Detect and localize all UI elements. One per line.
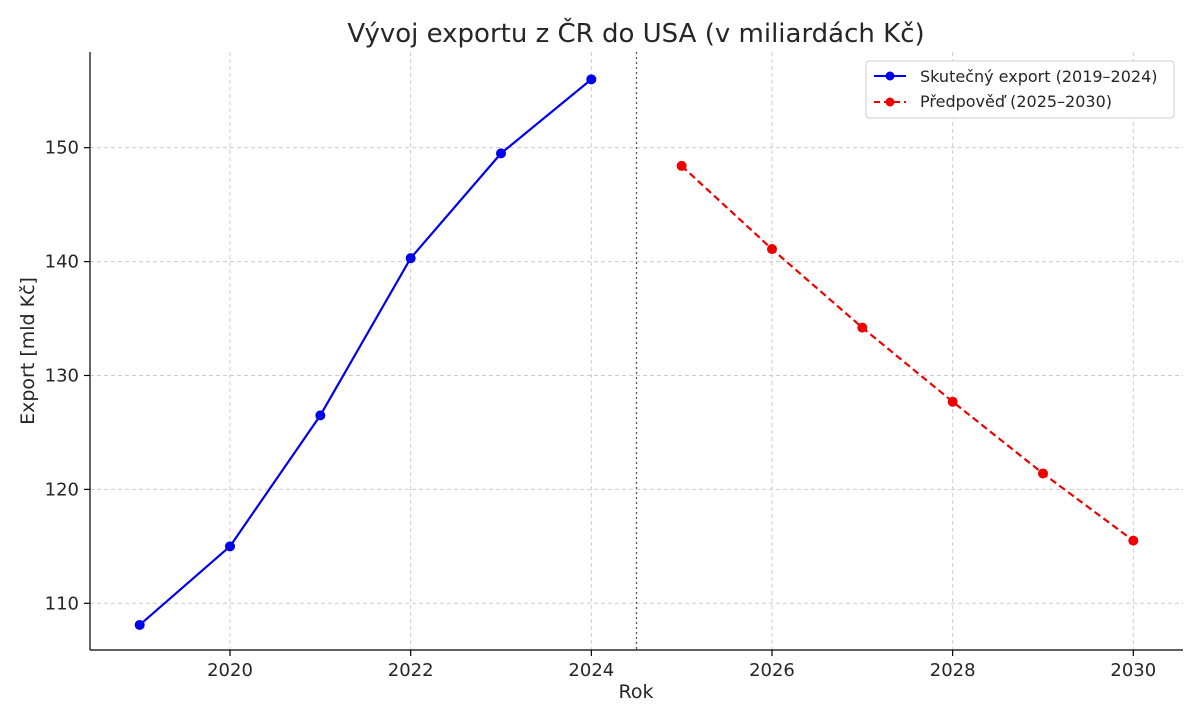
y-tick-label: 150 [45, 138, 79, 159]
data-point [315, 410, 326, 421]
series-1 [676, 160, 1139, 546]
series-line [680, 165, 1134, 542]
legend-label-actual: Skutečný export (2019–2024) [920, 67, 1158, 86]
series [134, 74, 1139, 630]
legend-marker-actual [885, 71, 895, 81]
x-tick-label: 2028 [930, 660, 976, 681]
grid [90, 52, 1183, 650]
data-point [676, 160, 687, 171]
data-point [586, 74, 597, 85]
y-tick-label: 130 [45, 365, 79, 386]
y-tick-label: 140 [45, 252, 79, 273]
y-tick-label: 120 [45, 479, 79, 500]
legend: Skutečný export (2019–2024) Předpověď (2… [865, 60, 1175, 119]
data-point [496, 148, 507, 159]
x-tick-label: 2026 [749, 660, 795, 681]
legend-marker-forecast [885, 97, 895, 107]
x-tick-label: 2024 [568, 660, 614, 681]
x-tick-label: 2022 [388, 660, 434, 681]
data-point [405, 253, 416, 264]
legend-label-forecast: Předpověď (2025–2030) [920, 92, 1112, 111]
series-0 [134, 74, 597, 630]
x-tick-label: 2030 [1110, 660, 1156, 681]
data-point [1128, 535, 1139, 546]
data-point [134, 619, 145, 630]
axes [89, 52, 1183, 651]
data-point [857, 322, 868, 333]
data-point [1037, 468, 1048, 479]
y-tick-label: 110 [45, 593, 79, 614]
series-line [138, 78, 593, 626]
data-point [225, 541, 236, 552]
x-axis-label: Rok [619, 681, 654, 703]
y-axis-label: Export [mld Kč] [17, 277, 39, 425]
chart-title: Vývoj exportu z ČR do USA (v miliardách … [347, 17, 924, 49]
legend-box [865, 60, 1175, 119]
x-tick-label: 2020 [207, 660, 253, 681]
data-point [947, 396, 958, 407]
ticks: 2020 2022 2024 2026 2028 2030 110 120 130 140 150 [45, 138, 1157, 681]
data-point [766, 244, 777, 255]
